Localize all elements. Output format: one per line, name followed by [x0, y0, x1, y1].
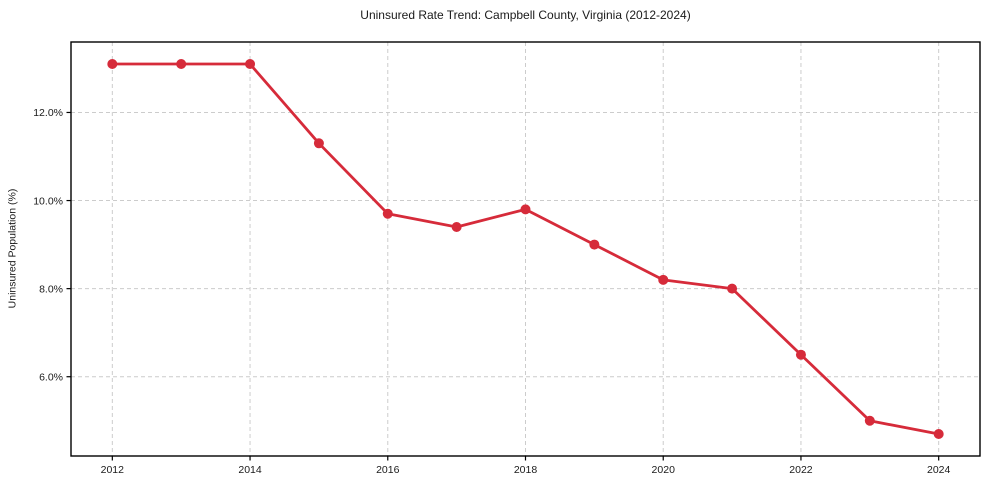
data-point [520, 204, 531, 215]
data-point [313, 138, 324, 149]
data-point [727, 283, 738, 294]
data-point [382, 208, 393, 219]
x-tick-label: 2016 [376, 464, 400, 476]
y-tick-label: 8.0% [39, 283, 63, 295]
x-tick-label: 2020 [652, 464, 676, 476]
data-point [176, 59, 187, 70]
x-tick-label: 2018 [514, 464, 538, 476]
y-tick-label: 12.0% [33, 107, 63, 119]
data-point [589, 239, 600, 250]
data-point [658, 274, 669, 285]
data-point [795, 349, 806, 360]
data-point [933, 428, 944, 439]
chart-title: Uninsured Rate Trend: Campbell County, V… [360, 8, 691, 22]
x-tick-label: 2014 [238, 464, 262, 476]
data-point [107, 59, 118, 70]
y-tick-label: 10.0% [33, 195, 63, 207]
y-tick-label: 6.0% [39, 371, 63, 383]
x-tick-label: 2022 [789, 464, 813, 476]
x-tick-label: 2024 [927, 464, 951, 476]
data-point [864, 415, 875, 426]
x-tick-label: 2012 [101, 464, 125, 476]
data-point [451, 221, 462, 232]
data-point [245, 59, 256, 70]
